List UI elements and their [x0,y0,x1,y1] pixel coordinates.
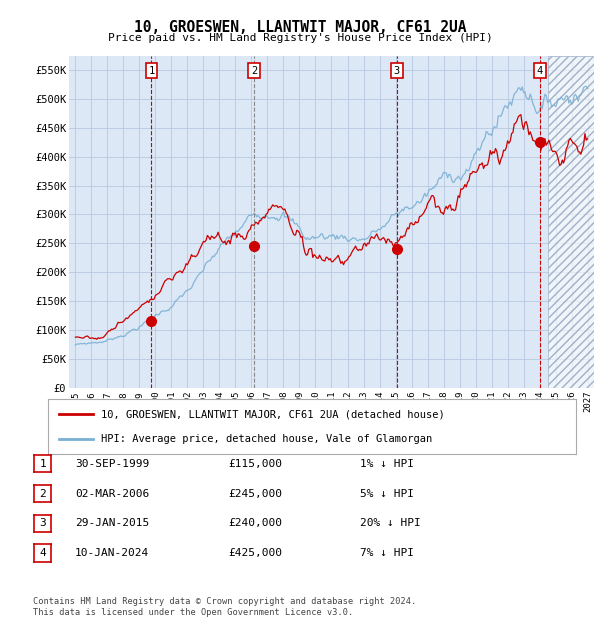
Text: Contains HM Land Registry data © Crown copyright and database right 2024.
This d: Contains HM Land Registry data © Crown c… [33,598,416,617]
Text: £115,000: £115,000 [228,459,282,469]
Text: 3: 3 [394,66,400,76]
Text: 1% ↓ HPI: 1% ↓ HPI [360,459,414,469]
Text: 4: 4 [39,548,46,558]
Text: 3: 3 [39,518,46,528]
Text: 10-JAN-2024: 10-JAN-2024 [75,548,149,558]
Text: 10, GROESWEN, LLANTWIT MAJOR, CF61 2UA: 10, GROESWEN, LLANTWIT MAJOR, CF61 2UA [134,20,466,35]
Text: 02-MAR-2006: 02-MAR-2006 [75,489,149,498]
Text: 30-SEP-1999: 30-SEP-1999 [75,459,149,469]
Text: 29-JAN-2015: 29-JAN-2015 [75,518,149,528]
Text: 1: 1 [148,66,155,76]
Text: Price paid vs. HM Land Registry's House Price Index (HPI): Price paid vs. HM Land Registry's House … [107,33,493,43]
Text: 7% ↓ HPI: 7% ↓ HPI [360,548,414,558]
Text: 20% ↓ HPI: 20% ↓ HPI [360,518,421,528]
Text: £240,000: £240,000 [228,518,282,528]
Text: 10, GROESWEN, LLANTWIT MAJOR, CF61 2UA (detached house): 10, GROESWEN, LLANTWIT MAJOR, CF61 2UA (… [101,409,445,419]
Text: 5% ↓ HPI: 5% ↓ HPI [360,489,414,498]
Text: 2: 2 [251,66,257,76]
Text: HPI: Average price, detached house, Vale of Glamorgan: HPI: Average price, detached house, Vale… [101,434,432,444]
Text: 2: 2 [39,489,46,498]
Text: £245,000: £245,000 [228,489,282,498]
Text: 4: 4 [537,66,543,76]
Text: £425,000: £425,000 [228,548,282,558]
Text: 1: 1 [39,459,46,469]
